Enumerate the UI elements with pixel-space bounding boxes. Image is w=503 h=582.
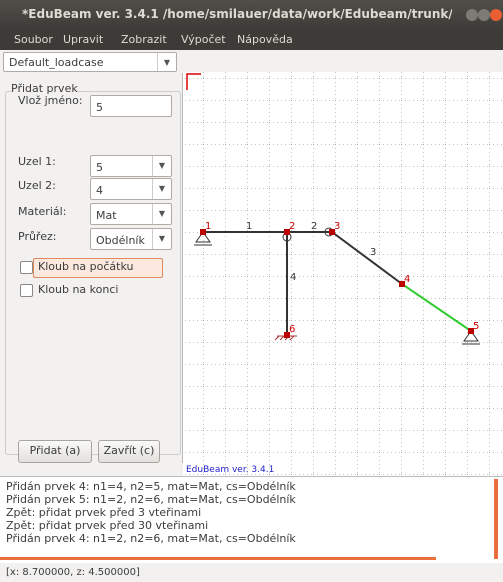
group-title: Přidat prvek [11, 82, 78, 95]
window-title: *EduBeam ver. 3.4.1 /home/smilauer/data/… [22, 7, 452, 21]
menu-item[interactable]: Soubor [14, 33, 53, 46]
minimize-button[interactable] [466, 9, 478, 21]
node [200, 229, 206, 235]
log-line: Přidán prvek 4: n1=2, n2=6, mat=Mat, cs=… [6, 532, 296, 545]
node2-combo[interactable]: 4 ▼ [90, 178, 172, 200]
combo-arrow: ▼ [152, 156, 171, 176]
element-labels: 1 2 3 4 [246, 221, 376, 283]
node-label: 2 [289, 221, 295, 232]
name-input[interactable]: 5 [90, 95, 172, 117]
group-frame [5, 91, 181, 455]
status-bar: [x: 8.700000, z: 4.500000] [6, 567, 140, 578]
title-bar: *EduBeam ver. 3.4.1 /home/smilauer/data/… [0, 0, 503, 30]
section-combo[interactable]: Obdélník ▼ [90, 228, 172, 250]
menu-item[interactable]: Upravit [63, 33, 104, 46]
name-label: Vlož jméno: [18, 94, 83, 107]
checkbox[interactable] [20, 284, 33, 297]
log-panel: Přidán prvek 4: n1=4, n2=5, mat=Mat, cs=… [0, 476, 503, 563]
field-label: Průřez: [18, 230, 57, 243]
node [284, 229, 290, 235]
field-label: Uzel 2: [18, 179, 56, 192]
combo-arrow: ▼ [157, 53, 176, 71]
combo-value: Mat [96, 209, 117, 222]
element [401, 283, 472, 332]
grid [183, 72, 503, 476]
node1-combo[interactable]: 5 ▼ [90, 155, 172, 177]
node-label: 3 [334, 221, 340, 232]
checkbox-label: Kloub na konci [38, 283, 119, 296]
element [331, 231, 403, 285]
menu-item[interactable]: Nápověda [237, 33, 293, 46]
field-label: Uzel 1: [18, 155, 56, 168]
combo-value: 4 [96, 184, 103, 197]
combo-arrow: ▼ [152, 204, 171, 224]
node [284, 332, 290, 338]
combo-arrow: ▼ [152, 229, 171, 249]
node [329, 229, 335, 235]
log-line: Přidán prvek 5: n1=2, n2=6, mat=Mat, cs=… [6, 493, 296, 506]
element-label: 4 [290, 272, 296, 283]
origin-marker [186, 73, 201, 90]
model-canvas[interactable]: 1 2 3 4 5 6 1 2 3 4 EduBeam ver. 3.4.1 [183, 72, 503, 476]
input-value: 5 [96, 101, 103, 114]
checkbox[interactable] [20, 261, 33, 274]
node-label: 5 [473, 321, 479, 332]
element-label: 2 [311, 221, 317, 232]
close-panel-button[interactable]: Zavřít (c) [98, 440, 160, 463]
support [194, 231, 212, 246]
combo-value: 5 [96, 161, 103, 174]
node-label: 1 [205, 221, 211, 232]
node-label: 6 [289, 324, 295, 335]
element-label: 1 [246, 221, 252, 232]
support [462, 330, 480, 345]
node-labels: 1 2 3 4 5 6 [205, 221, 479, 335]
add-button[interactable]: Přidat (a) [18, 440, 92, 463]
node [399, 281, 405, 287]
side-panel: Přidat prvek Vlož jméno: 5 Uzel 1: 5 ▼ Uz… [0, 73, 183, 463]
supports [194, 231, 480, 345]
combo-arrow: ▼ [152, 179, 171, 199]
maximize-button[interactable] [478, 9, 490, 21]
nodes [200, 229, 474, 338]
close-button[interactable] [490, 9, 502, 21]
combo-value: Obdélník [96, 234, 145, 247]
menu-bar: Soubor Upravit Zobrazit Výpočet Nápověda [0, 30, 503, 50]
node [468, 328, 474, 334]
element-label: 3 [370, 247, 376, 258]
combo-value: Default_loadcase [9, 56, 104, 69]
log-line: Zpět: přidat prvek před 30 vteřinami [6, 519, 209, 532]
checkbox-label: Kloub na počátku [38, 260, 134, 273]
h-scrollbar[interactable] [0, 557, 436, 560]
watermark: EduBeam ver. 3.4.1 [186, 465, 274, 475]
log-text: Přidán prvek 4: n1=4, n2=5, mat=Mat, cs=… [6, 480, 296, 545]
log-line: Přidán prvek 4: n1=4, n2=5, mat=Mat, cs=… [6, 480, 296, 493]
loadcase-combo[interactable]: Default_loadcase ▼ [3, 52, 177, 72]
field-label: Materiál: [18, 205, 67, 218]
log-line: Zpět: přidat prvek před 3 vteřinami [6, 506, 202, 519]
focus-highlight [33, 258, 163, 278]
menu-item[interactable]: Zobrazit [121, 33, 167, 46]
node-label: 4 [404, 274, 410, 285]
menu-item[interactable]: Výpočet [181, 33, 226, 46]
v-scrollbar[interactable] [494, 479, 498, 559]
material-combo[interactable]: Mat ▼ [90, 203, 172, 225]
